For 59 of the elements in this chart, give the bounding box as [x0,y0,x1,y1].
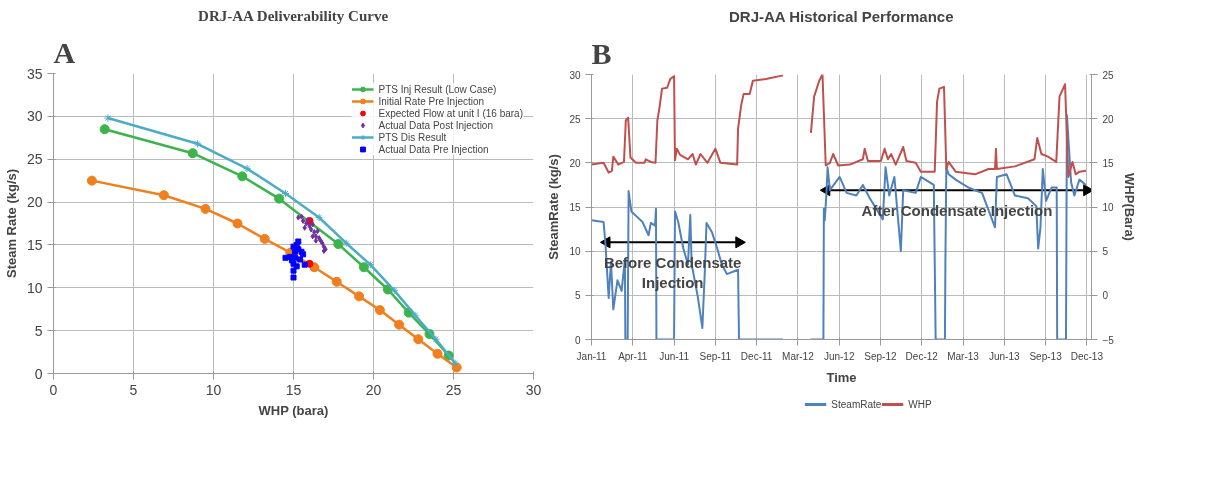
x-tick-label: Jan-11 [576,350,607,362]
text: A [53,35,76,69]
x-tick-label: Sep-11 [699,350,732,362]
legend-label: Initial Rate Pre Injection [378,95,485,107]
x-tick-label: Apr-11 [618,350,648,362]
y-tick-label: 20 [26,194,43,211]
y-tick-label: 15 [569,202,581,213]
x-tick-label: Sep-12 [864,350,898,362]
legend-label: PTS Inj Result (Low Case) [378,83,497,95]
y-tick-label: 20 [569,157,581,169]
y2-tick-label: 15 [1102,157,1115,169]
text: B [591,36,612,70]
y2-tick-label: 25 [1102,69,1115,81]
x-tick-label: 20 [365,381,382,398]
y-tick-label: 35 [26,65,43,82]
x-tick-label: Mar-13 [947,350,980,362]
legend-label: SteamRate [831,398,882,410]
y2-tick-label: −5 [1102,334,1115,346]
x-tick-label: 30 [525,381,542,398]
x-tick-label: Sep-13 [1029,350,1063,362]
y-tick-label: 10 [569,246,581,258]
y-tick-label: 5 [574,290,581,302]
y-tick-label: 30 [569,69,581,81]
y2-tick-label: 20 [1102,113,1115,125]
x-tick-label: 0 [49,381,58,398]
y-tick-label: 0 [34,365,43,382]
legend-label: WHP [908,398,932,410]
x-tick-label: 15 [285,381,302,398]
y-tick-label: 15 [26,236,43,253]
legend-label: PTS Dis Result [378,131,447,143]
y2-tick-label: 5 [1102,246,1109,258]
x-tick-label: Dec-11 [740,350,773,362]
x-tick-label: 10 [205,381,222,398]
x-tick-label: Jun-12 [823,350,855,362]
y-tick-label: 25 [26,151,43,168]
y-tick-label: 5 [34,322,43,339]
x-tick-label: Dec-13 [1070,350,1104,362]
x-tick-label: 5 [129,381,138,398]
x-axis-title: WHP (bara) [258,402,329,418]
y-axis-title: Steam Rate (kg/s) [3,168,19,279]
chart-title: DRJ-AA Deliverability Curve [198,7,389,24]
x-axis-title: Time [826,369,857,385]
legend-label: Expected Flow at unit I (16 bara) [378,107,523,119]
y2-tick-label: 0 [1102,290,1109,302]
x-tick-label: 25 [445,381,462,398]
x-tick-label: Mar-12 [782,350,815,362]
y2-axis-title: WHP(Bara) [1121,173,1137,241]
legend-label: Actual Data Post Injection [378,119,493,131]
y-tick-label: 25 [569,113,581,125]
x-tick-label: Jun-11 [659,350,690,362]
chart-title: DRJ-AA Historical Performance [728,7,954,25]
y-axis-title: SteamRate (kg/s) [546,154,562,260]
x-tick-label: Jun-13 [989,350,1021,362]
y-tick-label: 0 [574,334,581,346]
y-tick-label: 30 [26,108,43,125]
legend-label: Actual Data Pre Injection [378,143,489,155]
x-tick-label: Dec-12 [905,350,939,362]
y2-tick-label: 10 [1102,202,1115,213]
y-tick-label: 10 [26,279,43,296]
